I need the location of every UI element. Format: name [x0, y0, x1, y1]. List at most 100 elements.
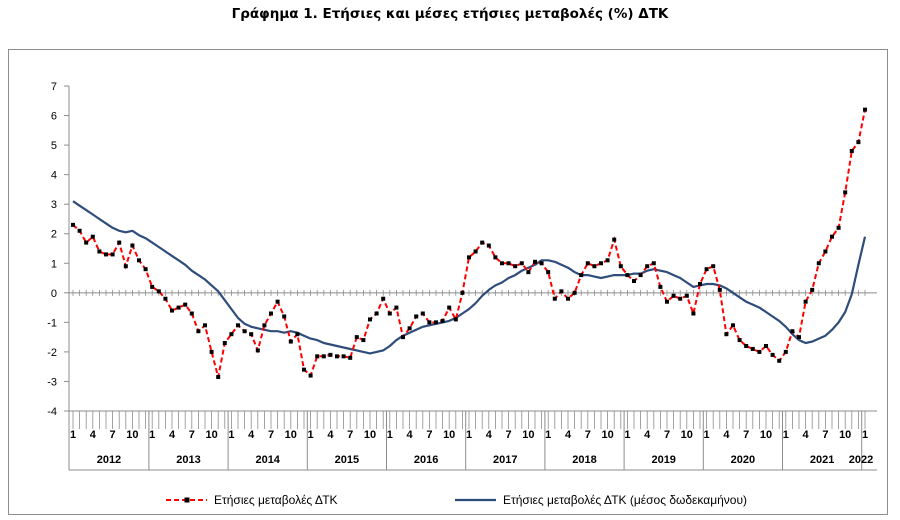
series-point-annual: [467, 255, 471, 260]
x-year-label: 2020: [731, 454, 755, 466]
x-year-label: 2021: [810, 454, 834, 466]
x-month-label: 1: [704, 429, 710, 441]
series-point-annual: [533, 259, 537, 264]
series-point-annual: [123, 264, 128, 269]
y-tick-label: 4: [51, 170, 57, 182]
series-point-annual: [229, 332, 234, 337]
x-month-label: 4: [565, 429, 572, 441]
series-point-annual: [104, 252, 108, 257]
series-point-annual: [856, 140, 861, 145]
series-point-annual: [381, 296, 386, 301]
series-point-annual: [790, 329, 795, 334]
series-point-annual: [764, 344, 768, 348]
x-year-label: 2016: [414, 454, 438, 466]
series-point-annual: [737, 338, 742, 343]
x-month-label: 1: [387, 429, 393, 441]
series-point-annual: [209, 349, 214, 354]
series-point-annual: [97, 249, 102, 254]
series-point-annual: [684, 293, 689, 298]
x-year-label: 2019: [651, 454, 675, 466]
series-point-annual: [434, 320, 438, 325]
series-point-annual: [546, 270, 551, 275]
series-point-annual: [77, 228, 82, 233]
series-point-annual: [143, 267, 148, 272]
y-tick-label: -2: [47, 347, 57, 359]
series-point-annual: [242, 329, 247, 334]
series-point-annual: [354, 335, 359, 340]
series-point-annual: [315, 354, 320, 359]
y-tick-label: -1: [47, 317, 57, 329]
series-point-annual: [717, 287, 722, 292]
series-point-annual: [189, 311, 194, 316]
series-point-annual: [493, 255, 498, 260]
series-point-annual: [731, 323, 735, 328]
x-year-label: 2013: [176, 454, 200, 466]
series-point-annual: [849, 149, 854, 153]
series-point-annual: [519, 261, 524, 266]
series-point-annual: [566, 296, 570, 301]
series-point-annual: [71, 222, 75, 227]
series-point-annual: [612, 237, 617, 242]
x-year-label: 2018: [572, 454, 596, 466]
series-point-annual: [572, 290, 577, 295]
x-month-label: 10: [364, 429, 376, 441]
series-point-annual: [84, 240, 89, 245]
series-point-annual: [328, 352, 333, 357]
series-point-annual: [638, 273, 643, 278]
series-point-annual: [255, 348, 260, 353]
x-month-label: 7: [426, 429, 432, 441]
x-month-label: 10: [522, 429, 534, 441]
series-point-annual: [513, 264, 518, 269]
series-point-annual: [671, 293, 676, 298]
series-point-annual: [691, 311, 696, 316]
x-month-label: 10: [601, 429, 613, 441]
series-point-annual: [480, 240, 485, 245]
series-point-annual: [777, 358, 782, 363]
series-point-annual: [816, 261, 821, 266]
series-point-annual: [216, 375, 221, 380]
x-month-label: 1: [545, 429, 551, 441]
x-month-label: 4: [486, 429, 493, 441]
series-point-annual: [592, 264, 597, 269]
series-line-annual: [72, 109, 866, 378]
series-point-annual: [427, 320, 432, 325]
series-point-annual: [599, 261, 603, 266]
series-point-annual: [130, 243, 135, 248]
x-month-label: 7: [110, 429, 116, 441]
series-point-annual: [387, 311, 392, 316]
y-tick-label: 6: [51, 111, 57, 123]
x-month-label: 10: [285, 429, 297, 441]
x-month-label: 10: [681, 429, 693, 441]
x-month-label: 4: [644, 429, 651, 441]
x-month-label: 7: [506, 429, 512, 441]
series-point-annual: [453, 317, 458, 322]
series-point-annual: [236, 323, 240, 328]
series-point-annual: [678, 296, 683, 301]
legend-marker-annual: [184, 497, 190, 503]
series-point-annual: [308, 373, 313, 378]
series-point-annual: [526, 270, 531, 275]
series-point-annual: [361, 338, 366, 343]
series-point-annual: [843, 190, 848, 195]
series-point-annual: [830, 234, 834, 239]
y-tick-label: 2: [51, 229, 57, 241]
x-month-label: 4: [803, 429, 810, 441]
x-year-label: 2012: [97, 454, 121, 466]
series-point-annual: [750, 346, 755, 351]
x-month-label: 7: [347, 429, 353, 441]
x-month-label: 1: [783, 429, 789, 441]
series-point-annual: [783, 349, 788, 354]
y-tick-label: 1: [51, 258, 57, 270]
series-point-annual: [605, 258, 610, 263]
series-point-annual: [744, 344, 749, 348]
x-year-label: 2015: [335, 454, 359, 466]
series-point-annual: [341, 354, 346, 359]
series-point-annual: [552, 296, 557, 301]
series-point-annual: [269, 311, 273, 316]
series-point-annual: [486, 243, 491, 248]
series-point-annual: [651, 261, 656, 266]
x-month-label: 10: [126, 429, 138, 441]
x-month-label: 10: [839, 429, 851, 441]
